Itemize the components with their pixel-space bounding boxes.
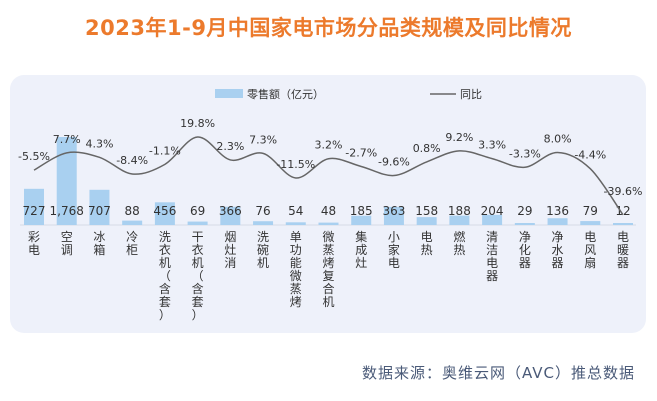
- combo-chart: 零售额（亿元） 同比 727 彩电 1,768 空调 707 冰箱 88 冷柜 456 洗衣机（含套）…: [18, 87, 643, 322]
- category-label: 燃热: [453, 229, 465, 257]
- bar: [613, 223, 633, 225]
- bar: [154, 202, 175, 225]
- yoy-value-label: -1.1%: [149, 144, 181, 157]
- yoy-value-label: 4.3%: [85, 137, 113, 150]
- bar-value-label: 158: [415, 204, 438, 218]
- yoy-value-label: 19.8%: [180, 117, 215, 130]
- data-source: 数据来源：奥维云网（AVC）推总数据: [361, 364, 635, 382]
- yoy-value-label: -11.5%: [276, 158, 315, 171]
- yoy-value-label: 9.2%: [445, 131, 473, 144]
- category-label: 冷柜: [126, 230, 138, 257]
- category-label: 洗碗机: [257, 230, 269, 270]
- category-label: 微蒸烤复合机: [322, 230, 334, 309]
- bar-value-label: 1,768: [50, 204, 84, 218]
- bar-value-label: 54: [288, 204, 303, 218]
- bar-value-label: 188: [448, 204, 471, 218]
- bar-value-label: 363: [382, 204, 405, 218]
- bar-value-label: 12: [615, 204, 630, 218]
- category-label: 冰箱: [93, 230, 105, 257]
- bar-value-label: 204: [481, 204, 504, 218]
- yoy-value-label: 7.3%: [249, 133, 277, 146]
- category-label: 单功能微蒸烤: [290, 230, 302, 309]
- bar: [547, 218, 568, 225]
- yoy-value-label: 3.3%: [478, 139, 506, 152]
- yoy-value-label: 8.0%: [544, 132, 572, 145]
- category-label: 小家电: [388, 230, 400, 270]
- bar-value-label: 79: [583, 204, 598, 218]
- yoy-value-label: -5.5%: [18, 150, 50, 163]
- bar-value-label: 29: [517, 204, 532, 218]
- bar: [122, 220, 143, 225]
- yoy-value-label: -3.3%: [509, 147, 541, 160]
- bar: [220, 206, 241, 225]
- bar-value-label: 185: [350, 204, 373, 218]
- category-label: 干衣机（含套）: [192, 230, 204, 322]
- chart-title: 2023年1-9月中国家电市场分品类规模及同比情况: [85, 16, 572, 40]
- bar: [187, 221, 208, 225]
- bar: [383, 206, 404, 225]
- yoy-value-label: -2.7%: [345, 146, 377, 159]
- category-label: 净水器: [552, 230, 564, 270]
- category-label: 清洁电器: [486, 230, 498, 283]
- yoy-value-label: 0.8%: [413, 142, 441, 155]
- category-label: 彩电: [28, 230, 40, 257]
- chart-card: 零售额（亿元） 同比 727 彩电 1,768 空调 707 冰箱 88 冷柜 456 洗衣机（含套）…: [10, 75, 646, 333]
- category-label: 烟灶消: [224, 230, 236, 270]
- category-label: 净化器: [519, 230, 531, 270]
- bar-value-label: 69: [190, 204, 205, 218]
- category-label: 空调: [61, 230, 73, 257]
- category-label: 电风扇: [584, 230, 596, 270]
- bar-value-label: 366: [219, 204, 242, 218]
- bar: [253, 221, 274, 225]
- bar: [24, 188, 44, 225]
- bar: [514, 223, 535, 225]
- bar: [89, 189, 110, 225]
- yoy-value-label: -39.6%: [604, 185, 643, 198]
- bar: [56, 137, 77, 225]
- yoy-value-label: 3.2%: [315, 139, 343, 152]
- legend-bar-swatch: [215, 89, 243, 98]
- bar-value-label: 727: [23, 204, 46, 218]
- bar: [580, 221, 601, 225]
- category-label: 集成灶: [355, 229, 367, 270]
- bar: [449, 215, 470, 225]
- bar: [482, 214, 503, 225]
- yoy-value-label: 2.3%: [216, 140, 244, 153]
- bar: [351, 215, 372, 225]
- yoy-value-label: -8.4%: [116, 154, 148, 167]
- bar: [285, 222, 306, 225]
- category-label: 洗衣机（含套）: [159, 230, 171, 322]
- bar-value-label: 48: [321, 204, 336, 218]
- yoy-value-label: -4.4%: [574, 149, 606, 162]
- legend-line-label: 同比: [460, 88, 482, 101]
- bar-value-label: 456: [153, 204, 176, 218]
- legend-bar-label: 零售额（亿元）: [247, 87, 324, 101]
- bar-value-label: 88: [125, 204, 140, 218]
- bar-value-label: 76: [255, 204, 270, 218]
- category-label: 电暖器: [617, 230, 629, 270]
- yoy-value-label: -9.6%: [378, 156, 410, 169]
- yoy-value-label: 7.7%: [53, 133, 81, 146]
- bar-value-label: 136: [546, 204, 569, 218]
- bar: [416, 217, 437, 225]
- bar: [318, 222, 339, 225]
- yoy-line: [33, 136, 624, 216]
- category-label: 电热: [421, 230, 433, 257]
- bar-value-label: 707: [88, 204, 111, 218]
